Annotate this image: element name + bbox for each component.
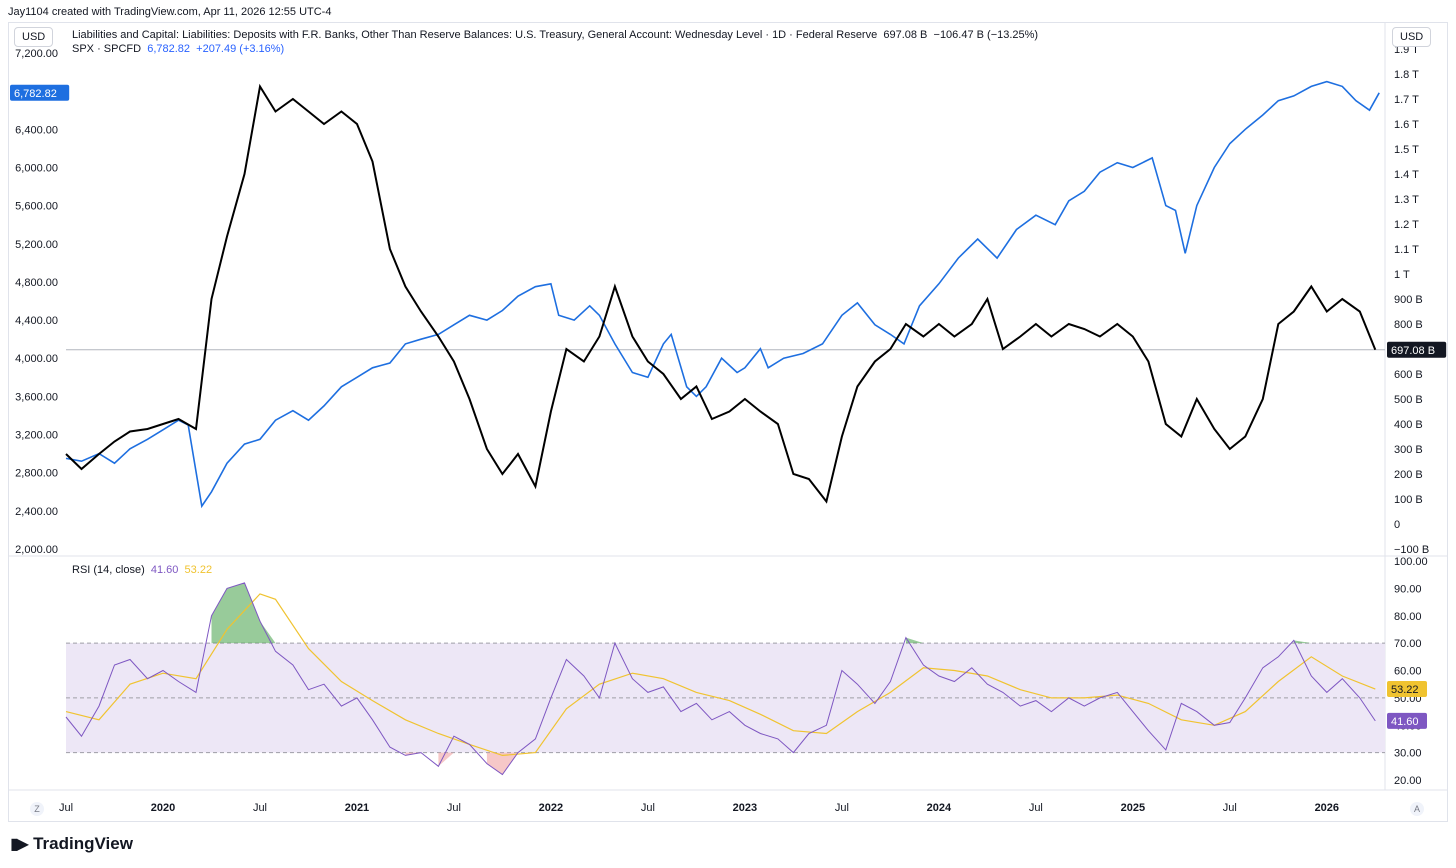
right-axis-tick: 1.7 T: [1394, 94, 1419, 106]
right-currency-button[interactable]: USD: [1392, 27, 1432, 47]
tga-legend[interactable]: Liabilities and Capital: Liabilities: De…: [72, 29, 1038, 41]
spx-legend-value: 6,782.82: [147, 43, 191, 55]
time-axis-tick: 2026: [1315, 802, 1339, 814]
right-axis-tick: 1.1 T: [1394, 244, 1419, 256]
left-axis-tick: 6,400.00: [15, 124, 58, 136]
time-axis-tick: 2025: [1121, 802, 1145, 814]
right-axis-tick: 1.5 T: [1394, 144, 1419, 156]
left-axis-tick: 5,200.00: [15, 239, 58, 251]
rsi-oversold-fill: [438, 752, 454, 767]
left-axis-tick: 3,600.00: [15, 391, 58, 403]
timezone-button[interactable]: Z: [30, 802, 44, 816]
right-axis-tick: 1.6 T: [1394, 119, 1419, 131]
rsi-overbought-fill: [1293, 640, 1312, 644]
time-axis-tick: 2024: [927, 802, 952, 814]
right-axis-tick: 1 T: [1394, 269, 1410, 281]
left-axis-tick: 6,000.00: [15, 162, 58, 174]
rsi-axis-tick: 90.00: [1394, 583, 1422, 595]
time-axis-tick: Jul: [835, 802, 849, 814]
rsi-legend-value: 41.60: [150, 564, 179, 576]
tga-legend-title: Liabilities and Capital: Liabilities: De…: [72, 29, 878, 41]
rsi-ma-price-label-bg: [1387, 681, 1427, 698]
spx-legend-title: SPX · SPCFD: [72, 43, 142, 55]
rsi-axis-tick: 20.00: [1394, 775, 1422, 787]
left-axis-tick: 2,800.00: [15, 468, 58, 480]
right-axis-tick: 100 B: [1394, 494, 1423, 506]
main-pane: [65, 80, 1385, 509]
rsi-line: [65, 582, 1376, 776]
spx-legend-change: +207.49 (+3.16%): [196, 43, 285, 55]
left-axis-tick: 2,000.00: [15, 544, 58, 556]
time-axis-tick: Jul: [1223, 802, 1237, 814]
time-axis-tick: 2022: [539, 802, 563, 814]
rsi-ma-line: [65, 593, 1376, 757]
time-axis-tick: 2023: [733, 802, 757, 814]
spx-line: [65, 80, 1380, 509]
rsi-axis-tick: 100.00: [1394, 556, 1428, 568]
price-label-layer: 6,782.82 697.08 B 53.22 41.60: [10, 84, 1447, 729]
time-axis-tick: Jul: [1029, 802, 1043, 814]
right-axis-tick: 800 B: [1394, 319, 1423, 331]
tradingview-brand: TradingView: [33, 834, 133, 853]
time-axis-tick: 2021: [345, 802, 369, 814]
time-axis-tick: Jul: [59, 802, 73, 814]
rsi-axis-tick: 70.00: [1394, 638, 1422, 650]
right-axis-tick: 0: [1394, 519, 1400, 531]
rsi-overbought-fill: [211, 582, 276, 644]
left-axis-tick: 5,600.00: [15, 201, 58, 213]
spx-price-label: 6,782.82: [14, 88, 57, 100]
right-axis-tick: 200 B: [1394, 469, 1423, 481]
right-axis-tick: 1.8 T: [1394, 69, 1419, 81]
tradingview-mark-icon: ▮▶: [10, 836, 29, 853]
rsi-ma-price-label: 53.22: [1391, 684, 1419, 696]
left-axis-tick: 4,000.00: [15, 353, 58, 365]
spx-legend[interactable]: SPX · SPCFD 6,782.82 +207.49 (+3.16%): [72, 43, 284, 55]
right-axis-tick: 1.9 T: [1394, 44, 1419, 56]
rsi-overbought-fill: [905, 637, 924, 644]
right-axis-tick: 500 B: [1394, 394, 1423, 406]
rsi-axis-tick: 60.00: [1394, 666, 1422, 678]
right-axis-tick: 400 B: [1394, 419, 1423, 431]
rsi-price-label-bg: [1387, 712, 1427, 729]
rsi-price-label: 41.60: [1391, 716, 1419, 728]
rsi-axis-tick: 80.00: [1394, 611, 1422, 623]
left-axis-tick: 4,400.00: [15, 315, 58, 327]
rsi-axis-tick: 30.00: [1394, 748, 1422, 760]
left-axis-tick: 2,400.00: [15, 506, 58, 518]
left-axis-tick: 7,200.00: [15, 48, 58, 60]
rsi-pane: [65, 582, 1385, 776]
tradingview-logo: ▮▶ TradingView: [10, 834, 133, 854]
right-axis-tick: 300 B: [1394, 444, 1423, 456]
left-currency-button[interactable]: USD: [14, 27, 54, 47]
left-axis-tick: 4,800.00: [15, 277, 58, 289]
auto-scale-button[interactable]: A: [1410, 802, 1424, 816]
right-axis-tick: 1.2 T: [1394, 219, 1419, 231]
tga-legend-change: −106.47 B (−13.25%): [933, 29, 1039, 41]
tga-price-label-bg: [1387, 341, 1447, 358]
axis-layer: 7,200.00 6,400.00 6,000.00 5,600.00 5,200.00…: [8, 22, 1448, 814]
left-axis-tick: 3,200.00: [15, 430, 58, 442]
rsi-legend-title: RSI (14, close): [72, 564, 145, 576]
tga-price-label: 697.08 B: [1391, 345, 1435, 357]
chart-frame: [8, 22, 1448, 822]
right-axis-tick: 600 B: [1394, 369, 1423, 381]
time-axis-tick: Jul: [253, 802, 267, 814]
time-axis-tick: Jul: [447, 802, 461, 814]
right-axis-tick: 1.4 T: [1394, 169, 1419, 181]
chart-credit: Jay1104 created with TradingView.com, Ap…: [8, 6, 332, 18]
right-axis-tick: 900 B: [1394, 294, 1423, 306]
time-axis-tick: Jul: [641, 802, 655, 814]
rsi-legend[interactable]: RSI (14, close) 41.60 53.22: [72, 564, 212, 576]
right-axis-tick: 1.3 T: [1394, 194, 1419, 206]
spx-price-label-bg: [10, 84, 70, 101]
tga-legend-value: 697.08 B: [883, 29, 928, 41]
right-axis-tick: −100 B: [1394, 544, 1429, 556]
tga-line: [65, 83, 1377, 504]
rsi-ma-legend-value: 53.22: [184, 564, 213, 576]
time-axis-tick: 2020: [151, 802, 175, 814]
